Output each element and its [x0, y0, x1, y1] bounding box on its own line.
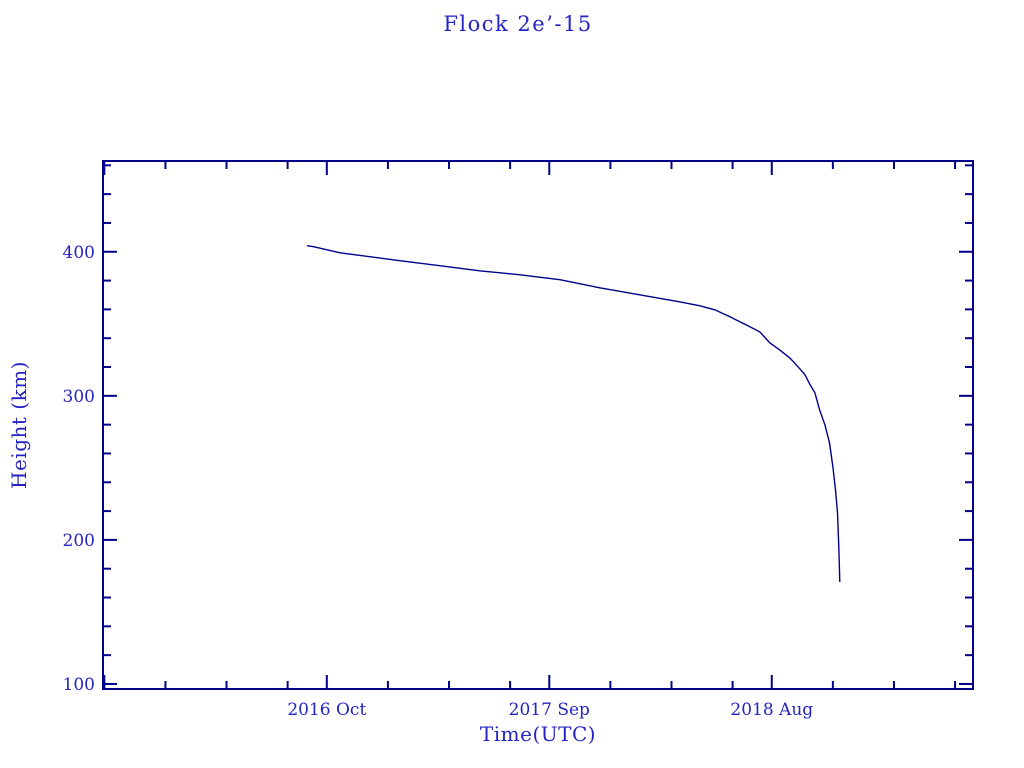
y-tick-label: 400	[63, 243, 95, 263]
y-tick-label: 100	[63, 675, 95, 695]
chart-title: Flock 2e’-15	[443, 12, 593, 36]
data-series-line	[306, 245, 841, 583]
x-tick-label: 2018 Aug	[730, 700, 813, 720]
x-axis-label: Time(UTC)	[479, 722, 597, 746]
y-tick-label: 300	[63, 387, 95, 407]
plot-frame	[102, 160, 974, 690]
height-curve	[306, 245, 841, 583]
axes-frame	[102, 160, 974, 690]
tick-labels: 2016 Oct 2017 Sep 2018 Aug 100 200 300 400	[63, 243, 814, 720]
y-tick-label: 200	[63, 531, 95, 551]
tick-marks	[103, 161, 973, 689]
x-tick-label: 2017 Sep	[509, 700, 590, 720]
x-tick-label: 2016 Oct	[287, 700, 366, 720]
